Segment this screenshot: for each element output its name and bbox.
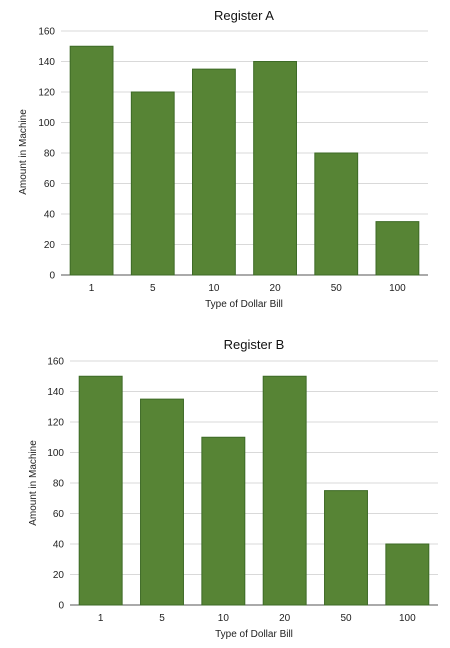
bar-100	[385, 543, 430, 606]
bar-100	[375, 221, 420, 276]
chart-register-a: 0 20 40 60 80 100 120 140 160 1 5 10 20 50 100	[38, 27, 428, 294]
y-tick-label: 100	[47, 448, 64, 459]
chart-title: Register B	[224, 337, 285, 352]
x-tick-label: 5	[150, 283, 156, 294]
bar-10	[201, 436, 246, 606]
y-tick-label: 160	[38, 27, 55, 38]
y-tick-label: 140	[47, 387, 64, 398]
x-tick-label: 50	[331, 283, 343, 294]
x-tick-label: 20	[279, 613, 291, 624]
y-tick-label: 0	[49, 271, 55, 282]
y-axis-label: Amount in Machine	[28, 440, 39, 526]
bar-5	[130, 91, 175, 276]
x-tick-label: 10	[208, 283, 220, 294]
y-tick-label: 60	[53, 509, 65, 520]
y-tick-label: 140	[38, 57, 55, 68]
y-tick-label: 60	[44, 179, 56, 190]
x-tick-label: 5	[159, 613, 165, 624]
y-tick-label: 160	[47, 357, 64, 368]
chart-register-b: 0 20 40 60 80 100 120 140 160 1 5 10 20 50 100	[47, 357, 438, 624]
y-tick-label: 40	[53, 540, 65, 551]
x-tick-label: 100	[399, 613, 416, 624]
x-tick-label: 20	[270, 283, 282, 294]
x-axis-label: Type of Dollar Bill	[215, 629, 293, 640]
y-tick-label: 20	[44, 240, 56, 251]
y-tick-label: 20	[53, 570, 65, 581]
bar-1	[78, 375, 123, 606]
y-tick-label: 80	[44, 149, 56, 160]
x-tick-label: 1	[98, 613, 104, 624]
y-tick-label: 40	[44, 210, 56, 221]
y-axis-label: Amount in Machine	[18, 109, 29, 195]
chart-title: Register A	[214, 8, 274, 23]
x-tick-label: 100	[389, 283, 406, 294]
bar-20	[253, 61, 297, 276]
x-axis-label: Type of Dollar Bill	[205, 299, 283, 310]
x-tick-label: 50	[340, 613, 352, 624]
bar-5	[140, 398, 184, 606]
bar-50	[324, 490, 368, 606]
x-tick-label: 10	[218, 613, 230, 624]
y-tick-label: 100	[38, 118, 55, 129]
x-tick-label: 1	[89, 283, 95, 294]
bar-10	[192, 68, 236, 276]
y-tick-label: 120	[38, 88, 55, 99]
y-tick-label: 120	[47, 418, 64, 429]
bar-50	[314, 152, 359, 276]
bar-1	[69, 45, 114, 276]
y-tick-label: 0	[58, 601, 64, 612]
y-tick-label: 80	[53, 479, 65, 490]
bar-20	[262, 375, 307, 606]
